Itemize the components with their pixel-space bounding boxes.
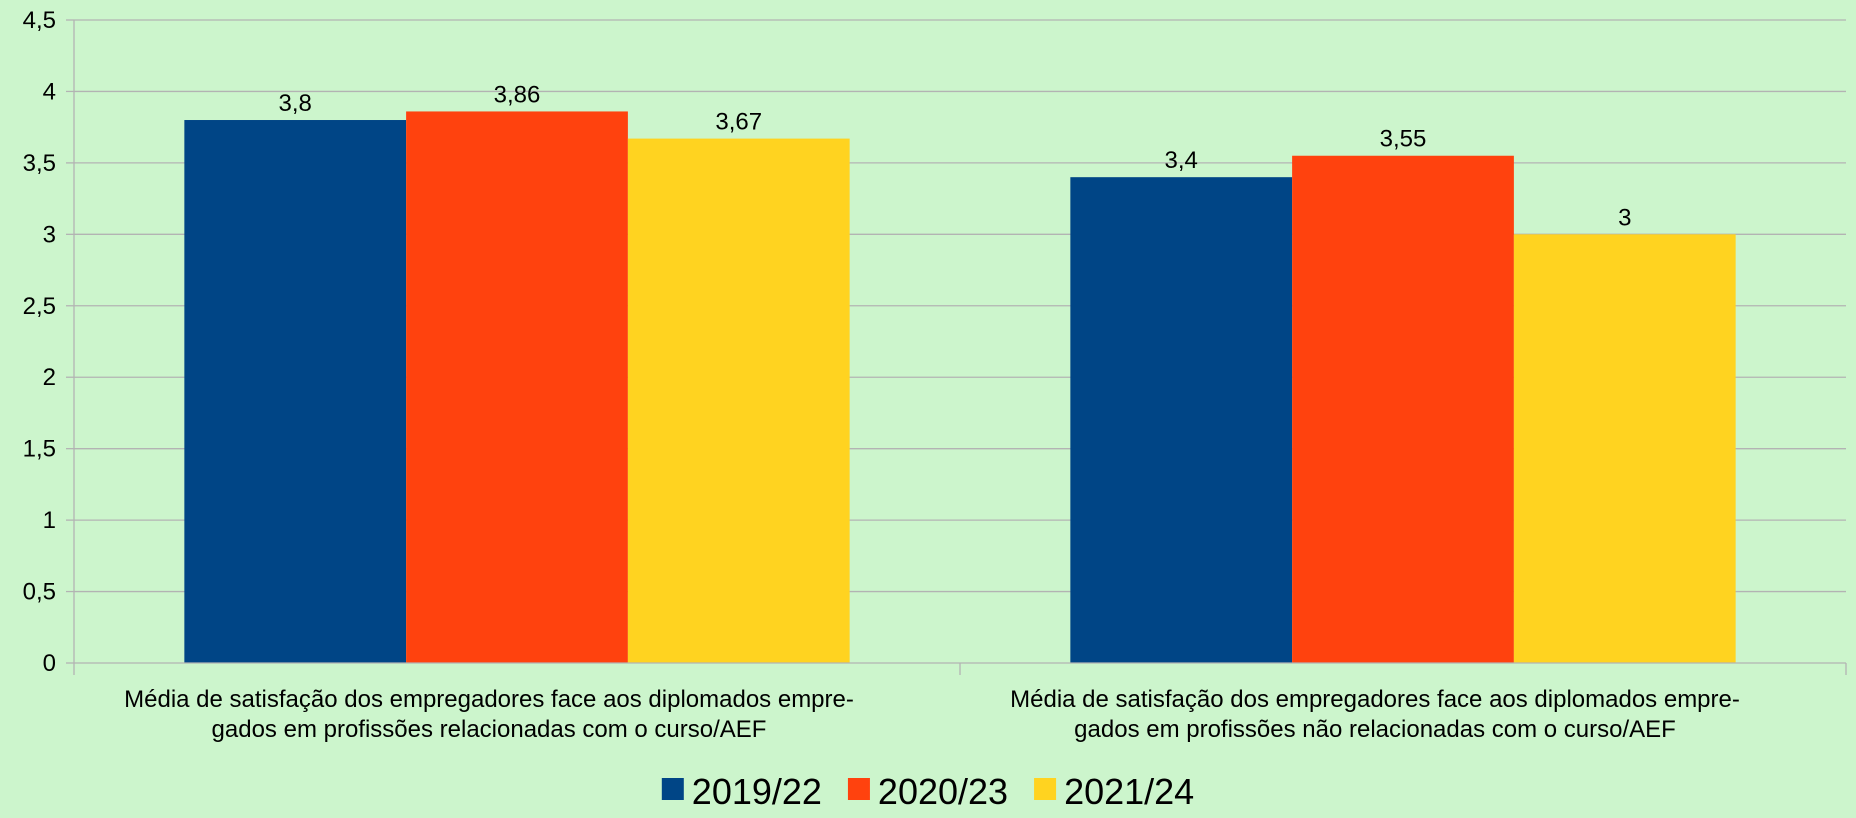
y-tick-label: 1 <box>43 507 56 534</box>
bars <box>184 111 1736 664</box>
data-label: 3,55 <box>1380 126 1427 153</box>
y-tick-label: 2 <box>43 364 56 391</box>
legend-label: 2019/22 <box>692 771 822 812</box>
x-tick-label: Média de satisfação dos empregadores fac… <box>1010 686 1740 713</box>
legend-swatch <box>661 778 684 800</box>
y-tick-label: 3,5 <box>23 150 56 177</box>
y-tick-label: 2,5 <box>23 293 56 320</box>
y-tick-label: 0,5 <box>23 579 56 606</box>
data-label: 3,86 <box>494 81 541 108</box>
x-tick-label: Média de satisfação dos empregadores fac… <box>124 686 854 713</box>
data-label: 3,4 <box>1165 147 1198 174</box>
legend-swatch <box>1034 778 1057 800</box>
legend-swatch <box>847 778 870 800</box>
legend: 2019/22 2020/23 2021/24 <box>661 771 1194 812</box>
x-tick-label: gados em profissões relacionadas com o c… <box>212 716 767 743</box>
data-label: 3 <box>1618 204 1631 231</box>
y-tick-label: 4,5 <box>23 7 56 34</box>
bar <box>1292 155 1514 663</box>
bar <box>406 111 628 663</box>
legend-label: 2020/23 <box>878 771 1008 812</box>
y-tick-label: 1,5 <box>23 436 56 463</box>
y-tick-label: 0 <box>43 650 56 677</box>
data-label: 3,8 <box>279 90 312 117</box>
bar <box>1070 177 1293 663</box>
y-axis-ticks: 0 0,5 1 1,5 2 2,5 3 3,5 4 4,5 <box>23 7 56 677</box>
bar <box>184 120 407 664</box>
value-labels: 3,8 3,86 3,67 3,4 3,55 3 <box>279 81 1632 231</box>
y-tick-label: 3 <box>43 221 56 248</box>
x-tick-label: gados em profissões não relacionadas com… <box>1074 716 1676 743</box>
data-label: 3,67 <box>715 109 762 136</box>
bar <box>1513 234 1736 664</box>
y-tick-label: 4 <box>43 78 56 105</box>
category-labels: Média de satisfação dos empregadores fac… <box>124 686 1740 743</box>
axes <box>66 19 1847 675</box>
bar <box>627 138 850 663</box>
legend-label: 2021/24 <box>1064 771 1194 812</box>
